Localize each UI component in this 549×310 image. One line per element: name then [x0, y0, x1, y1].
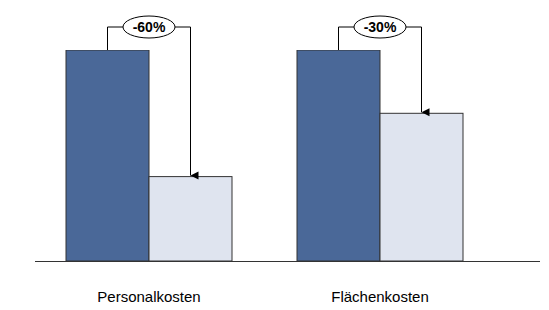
- annotation-label: -60%: [133, 19, 166, 35]
- annotation-bubble: [354, 16, 406, 38]
- chart-svg: Personalkosten Flächenkosten -60% -30%: [0, 0, 549, 310]
- bar: [380, 113, 463, 261]
- baseline: [35, 261, 540, 262]
- annotations: -60% -30%: [108, 16, 422, 176]
- annotation-arrow: [175, 27, 191, 176]
- annotation-arrow: [406, 27, 422, 112]
- bar: [297, 50, 380, 261]
- category-label: Personalkosten: [97, 288, 200, 305]
- annotation-bubble: [123, 16, 175, 38]
- bar: [149, 177, 232, 261]
- category-label: Flächenkosten: [331, 288, 429, 305]
- bar: [66, 50, 149, 261]
- bars: [66, 50, 463, 261]
- annotation-bracket: [339, 27, 355, 50]
- chart-container: Personalkosten Flächenkosten -60% -30%: [0, 0, 549, 310]
- annotation-bracket: [108, 27, 124, 50]
- annotation-label: -30%: [364, 19, 397, 35]
